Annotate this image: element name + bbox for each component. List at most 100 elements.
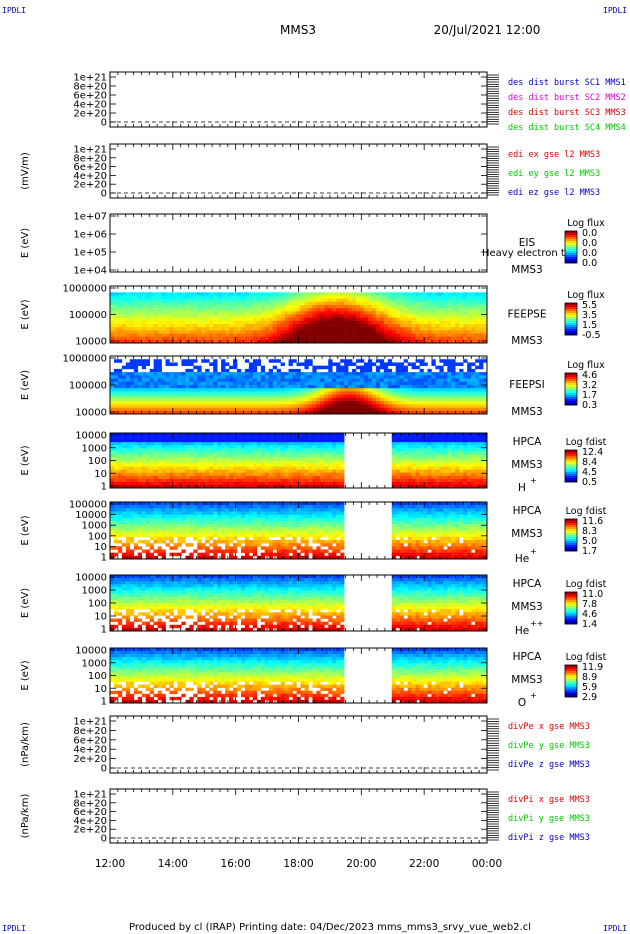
frame-p1 [109,71,488,128]
ytick-label-p1: 0 [101,118,107,129]
ytick-label-p7: 1000 [82,521,107,532]
species-label-p6: H [518,482,526,494]
ytick-label-p11: 1e+21 [73,790,107,801]
ylabel-p7: E (eV) [20,515,31,545]
ytick-label-p2: 1e+21 [73,145,107,156]
colorbar-tick-p7: 1.7 [582,546,597,557]
ytick-label-p10: 4e+20 [73,745,107,756]
ytick-label-p11: 6e+20 [73,807,107,818]
ytick-label-p3: 1e+05 [73,248,107,259]
ytick-label-p1: 1e+21 [73,73,107,84]
ytick-label-p2: 6e+20 [73,162,107,173]
spacecraft-label-p5: MMS3 [511,406,542,418]
colorbar-tick-p5: 0.3 [582,400,597,411]
colorbar-tick-p3: 0.0 [582,248,597,259]
corner-label-top-right: IPDLI [603,6,627,15]
frame-p10 [109,715,488,774]
ytick-label-p11: 2e+20 [73,825,107,836]
ytick-label-p7: 100000 [69,500,107,511]
ytick-label-p10: 8e+20 [73,726,107,737]
ytick-label-p4: 1000000 [62,284,107,295]
ylabel-p11: (nPa/km) [20,794,31,839]
xtick-label: 00:00 [472,858,502,870]
legend-entry-p11: divPi z gse MMS3 [508,833,590,843]
ytick-label-p10: 2e+20 [73,754,107,765]
ytick-label-p4: 100000 [69,310,107,321]
colorbar-tick-p5: 1.7 [582,390,597,401]
ytick-label-p9: 1 [101,697,107,708]
ytick-label-p7: 10 [94,542,107,553]
ylabel-p8: E (eV) [20,588,31,618]
instrument-label-p6: HPCA [513,436,543,448]
ytick-label-p5: 10000 [75,408,107,419]
xtick-label: 18:00 [283,858,313,870]
ytick-label-p11: 4e+20 [73,816,107,827]
colorbar-tick-p7: 8.3 [582,526,597,537]
colorbar-title-p4: Log flux [567,290,605,301]
frame-p3 [109,213,488,273]
corner-label-top-left: IPDLI [2,6,26,15]
colorbar-tick-p6: 12.4 [582,447,603,458]
ytick-label-p9: 10000 [75,646,107,657]
spacecraft-label-p9: MMS3 [511,674,542,686]
panel-p5: 1000000 100000 10000 E (eV) FEEPSI MMS3 Log fl… [20,354,605,419]
ytick-label-p1: 4e+20 [73,100,107,111]
ytick-label-p1: 8e+20 [73,82,107,93]
colorbar-title-p6: Log fdist [566,437,607,448]
species-label-p7: He [515,553,529,565]
xtick-label: 22:00 [409,858,439,870]
spacecraft-label-p7: MMS3 [511,528,542,540]
colorbar-tick-p3: 0.0 [582,238,597,249]
charge-label-p6: + [530,476,537,485]
corner-label-bottom-right: IPDLI [603,924,627,933]
xtick-label: 16:00 [221,858,251,870]
xtick-label: 12:00 [95,858,125,870]
spectrogram-p5 [110,359,488,415]
colorbar-title-p9: Log fdist [566,652,607,663]
colorbar-tick-p8: 7.8 [582,599,597,610]
ytick-label-p2: 8e+20 [73,153,107,164]
ytick-label-p8: 1 [101,625,107,636]
ytick-label-p1: 2e+20 [73,109,107,120]
ytick-label-p4: 10000 [75,337,107,348]
spectrogram-p6 [110,433,488,489]
ytick-label-p2: 2e+20 [73,180,107,191]
ytick-label-p9: 1000 [82,658,107,669]
colorbar-tick-p9: 11.9 [582,662,603,673]
date-title: 20/Jul/2021 12:00 [434,23,541,37]
mission-title: MMS3 [280,23,316,37]
legend-entry-p11: divPi y gse MMS3 [508,814,590,824]
colorbar-tick-p4: 3.5 [582,310,597,321]
legend-entry-p2: edi ey gse l2 MMS3 [508,169,600,179]
colorbar-title-p5: Log flux [567,360,605,371]
colorbar-tick-p5: 3.2 [582,380,597,391]
colorbar-tick-p8: 11.0 [582,589,603,600]
spectrogram-p8 [110,575,488,632]
colorbar-title-p3: Log flux [567,218,605,229]
ytick-label-p3: 1e+04 [73,266,107,277]
ytick-label-p8: 1000 [82,586,107,597]
instrument-label-p9: HPCA [513,651,543,663]
ytick-label-p7: 100 [88,531,107,542]
corner-label-bottom-left: IPDLI [2,924,26,933]
legend-entry-p1: des dist burst SC3 MMS3 [508,108,626,118]
footer-text: Produced by cl (IRAP) Printing date: 04/… [129,922,531,933]
ytick-label-p11: 0 [101,834,107,845]
legend-entry-p11: divPi x gse MMS3 [508,795,590,805]
ylabel-p6: E (eV) [20,445,31,475]
colorbar-tick-p7: 11.6 [582,516,603,527]
colorbar-tick-p8: 1.4 [582,619,597,630]
overlap-label-p3: Heavy electron to [482,248,571,259]
ytick-label-p5: 100000 [69,381,107,392]
ytick-label-p7: 10000 [75,510,107,521]
